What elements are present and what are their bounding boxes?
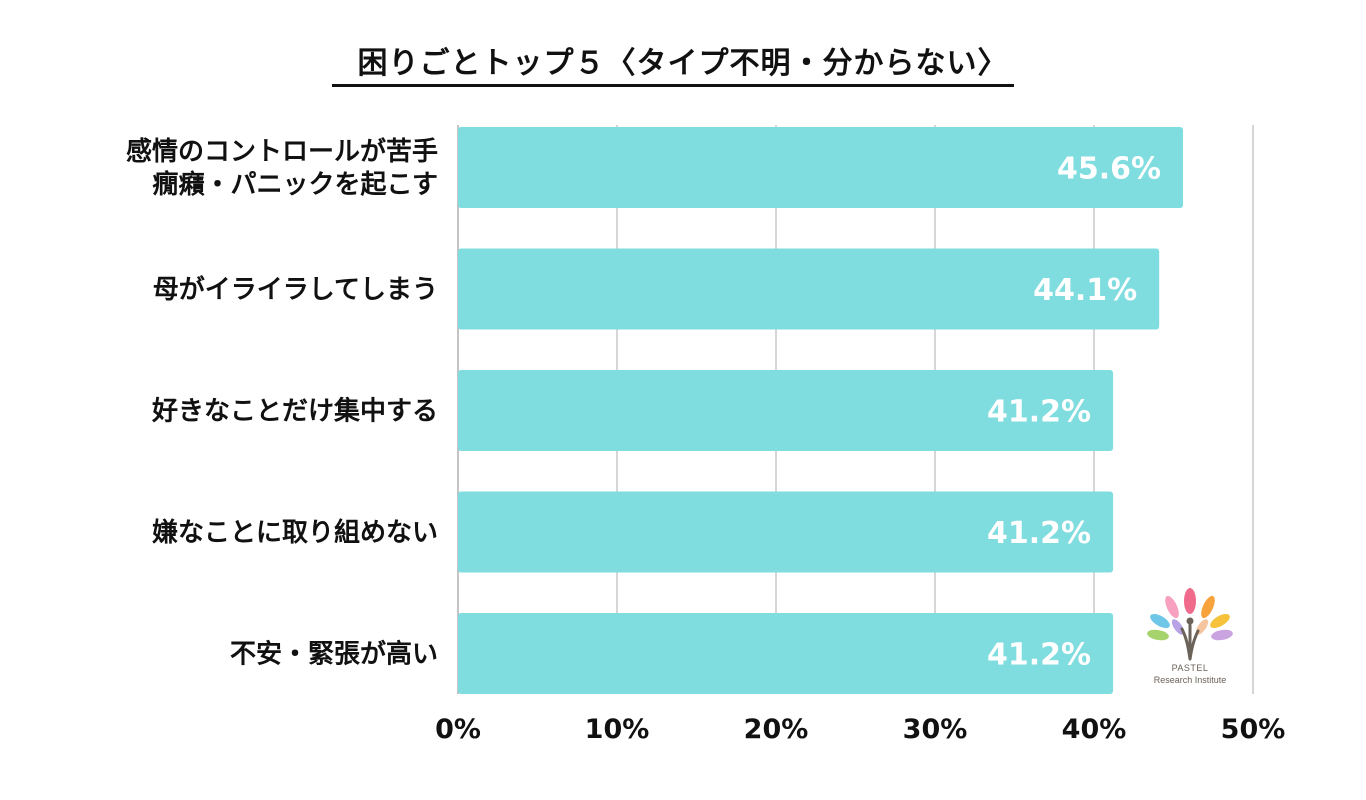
bar-4 [458, 613, 1114, 694]
value-label-1: 44.1% [1033, 273, 1137, 308]
logo-subtitle: Research Institute [1153, 675, 1227, 685]
bar-2 [458, 370, 1114, 451]
category-labels: 感情のコントロールが苦手癇癪・パニックを起こす母がイライラしてしまう好きなことだ… [126, 136, 438, 670]
value-label-4: 41.2% [987, 638, 1091, 673]
x-tick-labels: 0% 10% 20% 30% 40% 50% [435, 714, 1285, 745]
x-tick-label-0: 0% [435, 714, 481, 745]
bar-1 [458, 248, 1160, 330]
pastel-logo: PASTEL Research Institute [1140, 585, 1240, 690]
x-tick-label-50: 50% [1221, 714, 1286, 745]
value-label-3: 41.2% [987, 516, 1091, 551]
x-tick-label-30: 30% [903, 714, 968, 745]
title-underline [332, 84, 1014, 87]
value-label-0: 45.6% [1057, 152, 1161, 187]
x-tick-label-10: 10% [585, 714, 650, 745]
chart-title: 困りごとトップ５〈タイプ不明・分からない〉 [357, 46, 1009, 81]
bar-0 [458, 127, 1184, 208]
bars [458, 127, 1184, 694]
tree-logo-icon [1147, 588, 1233, 661]
value-labels: 45.6% 44.1% 41.2% 41.2% 41.2% [987, 152, 1161, 673]
category-label-0-line-1: 癇癪・パニックを起こす [153, 169, 438, 200]
logo-name: PASTEL [1171, 663, 1209, 673]
bar-3 [458, 491, 1114, 573]
x-tick-label-40: 40% [1062, 714, 1127, 745]
category-label-1: 母がイライラしてしまう [153, 274, 438, 305]
category-label-3: 嫌なことに取り組めない [152, 517, 438, 548]
category-label-0-line-0: 感情のコントロールが苦手 [126, 136, 438, 167]
x-tick-label-20: 20% [744, 714, 809, 745]
category-label-2: 好きなことだけ集中する [151, 396, 438, 427]
category-label-4: 不安・緊張が高い [230, 639, 438, 670]
value-label-2: 41.2% [987, 395, 1091, 430]
